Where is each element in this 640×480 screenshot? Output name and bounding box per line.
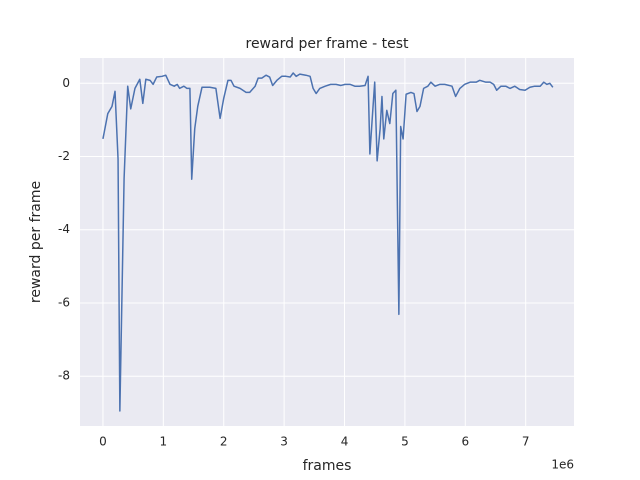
y-tick-label: -4	[58, 222, 70, 236]
x-tick-label: 6	[461, 435, 469, 449]
y-axis-label: reward per frame	[28, 181, 44, 303]
y-tick-label: -8	[58, 369, 70, 383]
x-tick-label: 1	[160, 435, 168, 449]
x-tick-label: 2	[220, 435, 228, 449]
x-offset-label: 1e6	[551, 458, 574, 472]
x-tick-label: 0	[99, 435, 107, 449]
data-line	[102, 72, 554, 412]
x-axis-label: frames	[303, 458, 352, 474]
y-tick-label: -6	[58, 295, 70, 309]
plot-area	[80, 58, 574, 426]
x-tick-label: 7	[522, 435, 530, 449]
x-tick-label: 5	[401, 435, 409, 449]
chart-title: reward per frame - test	[246, 36, 410, 52]
y-tick-label: 0	[62, 76, 70, 90]
y-tick-label: -2	[58, 149, 70, 163]
x-tick-label: 3	[280, 435, 288, 449]
x-tick-label: 4	[341, 435, 349, 449]
